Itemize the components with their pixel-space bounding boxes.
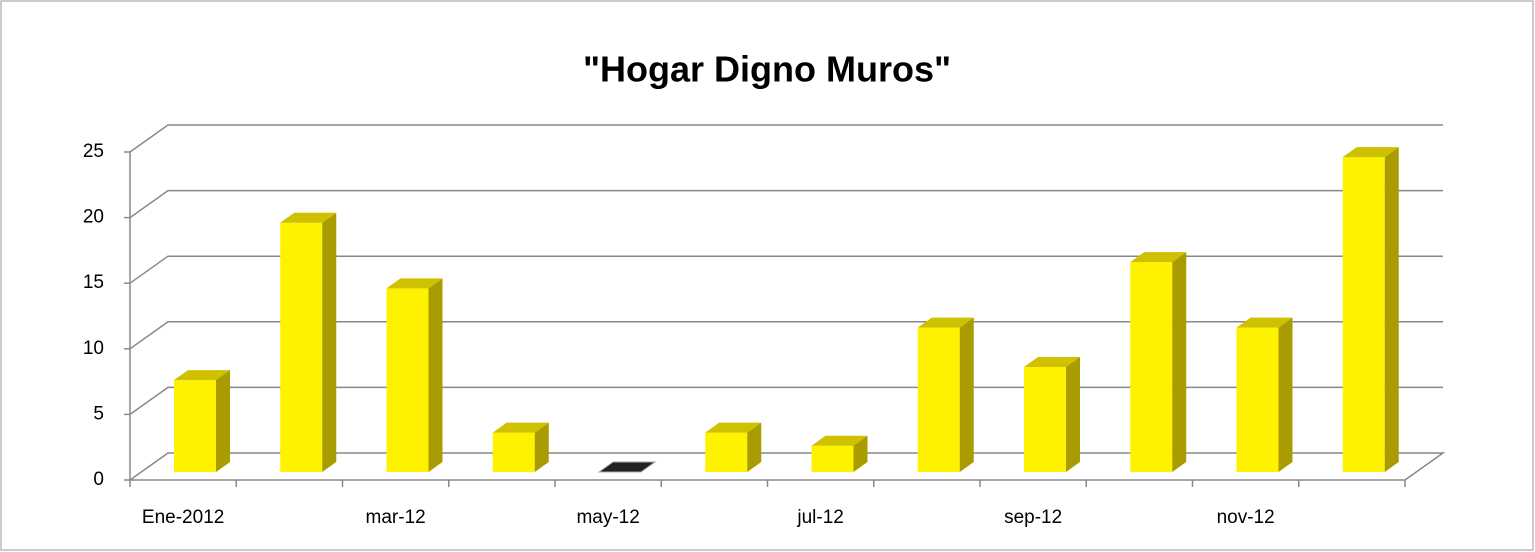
- bar: [597, 461, 657, 473]
- bar-front: [1236, 327, 1279, 472]
- bar: [1130, 252, 1187, 472]
- chart-title: "Hogar Digno Muros": [583, 49, 951, 90]
- grid-line: [129, 124, 1443, 153]
- y-tick-label: 10: [83, 338, 104, 359]
- bar-top: [492, 422, 549, 433]
- bar-top: [917, 317, 974, 328]
- bar-front: [492, 432, 535, 472]
- bar-top: [705, 422, 762, 433]
- x-tick-label: mar-12: [366, 507, 426, 528]
- bar-top: [597, 461, 657, 473]
- grid-line: [129, 189, 1443, 219]
- y-tick-label: 25: [83, 141, 104, 162]
- bar: [492, 422, 549, 472]
- bar-side: [959, 317, 974, 472]
- bar: [1236, 317, 1293, 472]
- bar: [280, 212, 337, 472]
- bar-top: [280, 212, 337, 223]
- bar-side: [322, 212, 337, 472]
- x-tick-label: sep-12: [1004, 507, 1062, 528]
- bar-side: [1384, 147, 1399, 472]
- bar-top: [811, 435, 868, 446]
- y-tick-label: 0: [93, 469, 104, 490]
- bar-front: [386, 288, 429, 472]
- x-tick-label: nov-12: [1217, 507, 1275, 528]
- x-tick-label: may-12: [576, 507, 639, 528]
- bar-side: [534, 422, 549, 472]
- bar-top: [1130, 252, 1187, 263]
- y-tick-label: 15: [83, 272, 104, 293]
- bar-front: [1130, 262, 1173, 472]
- bar-front: [174, 380, 216, 472]
- bar: [386, 278, 443, 472]
- y-tick-label: 20: [83, 207, 104, 228]
- bar-front: [1342, 157, 1385, 472]
- bar: [1024, 357, 1080, 472]
- bar: [811, 435, 868, 472]
- bar-side: [1172, 252, 1187, 472]
- bar: [917, 317, 974, 472]
- bar-front: [1024, 367, 1066, 472]
- bar: [174, 370, 230, 472]
- bar-top: [174, 370, 230, 381]
- bar-side: [853, 435, 868, 472]
- bar-top: [1342, 147, 1399, 158]
- bar-side: [1066, 357, 1080, 472]
- x-tick-label: jul-12: [796, 507, 843, 528]
- bar-front: [280, 222, 323, 472]
- bar-front: [917, 327, 960, 472]
- bar-side: [1278, 317, 1293, 472]
- bar: [705, 422, 762, 472]
- y-tick-label: 5: [93, 403, 104, 424]
- grid-line: [129, 255, 1443, 284]
- x-tick-label: Ene-2012: [142, 507, 224, 528]
- bar-top: [1024, 357, 1080, 368]
- bar-front: [705, 432, 748, 472]
- bar-side: [216, 370, 230, 472]
- bar-top: [1236, 317, 1293, 328]
- bar-side: [428, 278, 443, 472]
- bar-front: [811, 445, 854, 472]
- bar-top: [386, 278, 443, 289]
- grid-line: [129, 386, 1443, 416]
- bar-side: [747, 422, 762, 472]
- grid-line: [129, 321, 1443, 350]
- bar: [1342, 147, 1399, 472]
